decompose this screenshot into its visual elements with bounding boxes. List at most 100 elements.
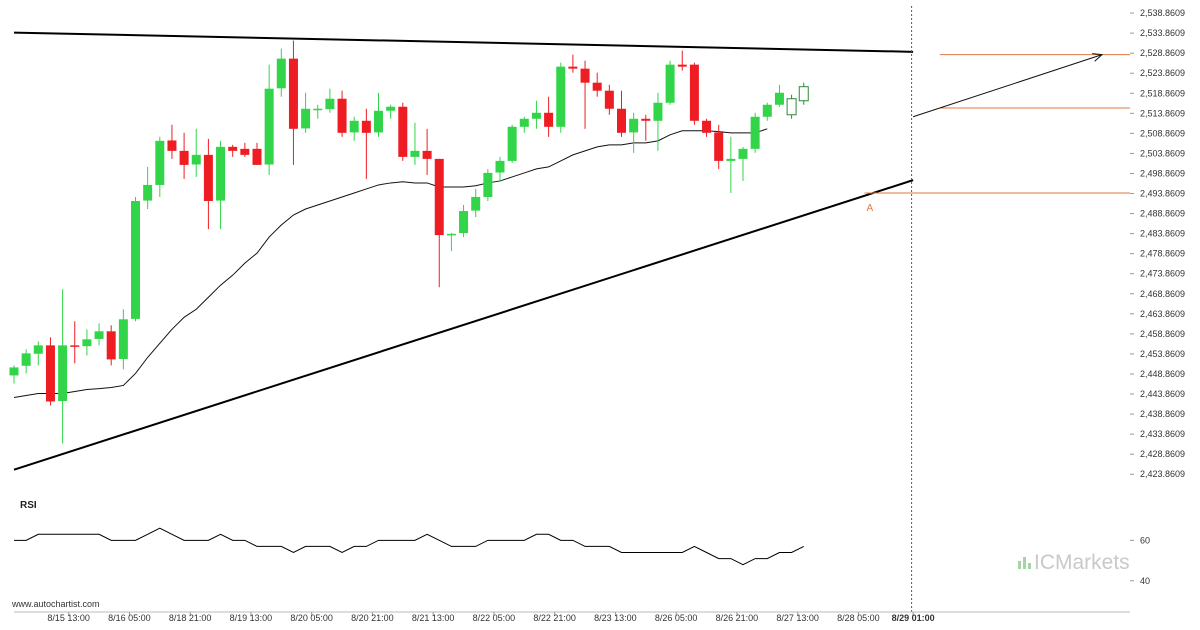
x-tick-label: 8/27 13:00 [776,613,819,623]
x-tick-label: 8/15 13:00 [47,613,90,623]
y-tick-label: 2,433.8609 [1140,429,1185,439]
candle [617,90,626,137]
x-tick-label: 8/20 21:00 [351,613,394,623]
candle [714,124,724,169]
candle [179,132,189,179]
candle-body [203,154,213,201]
x-tick-label: 8/28 05:00 [837,613,880,623]
candles [9,40,809,444]
candle [70,321,80,364]
candle-body [495,160,505,173]
candle-body [726,158,736,161]
brand-mark-bar [1018,561,1021,569]
candle-body [21,353,31,366]
candle-body [374,110,383,133]
candle-body [167,140,177,151]
candle-body [179,150,189,165]
candle [483,168,493,201]
x-tick-label: 8/18 21:00 [169,613,212,623]
candle-body [786,98,797,116]
candle [422,128,432,175]
price-levels: A [864,53,1130,214]
candle-body [580,68,590,83]
candle-body [459,211,469,234]
candle-body [155,140,165,185]
candle [677,50,687,71]
candle-body [94,331,104,339]
candle-body [276,58,286,89]
candle [398,102,408,161]
candle-body [82,339,92,347]
candle [568,54,578,73]
candle-body [641,118,651,121]
candle-body [471,196,481,211]
candle-body [629,118,639,133]
candle [762,102,772,121]
candle-body [143,184,153,201]
candle [507,124,517,163]
y-tick-label: 2,473.8609 [1140,269,1185,279]
y-tick-label: 2,428.8609 [1140,449,1185,459]
candle-body [361,120,371,133]
candle-body [45,345,55,402]
candle [580,60,590,129]
candle [519,116,529,133]
trendline [13,31,914,53]
candle-body [702,120,712,133]
rsi-tick-label: 40 [1140,576,1150,586]
candle [641,114,651,141]
candle-body [446,233,456,236]
candle-body [762,104,772,117]
brand-mark-bar [1028,563,1031,569]
candle [374,92,383,137]
candle [191,128,201,177]
y-tick-label: 2,518.8609 [1140,88,1185,98]
x-tick-label: 8/22 05:00 [473,613,516,623]
candle-body [738,148,748,159]
candle-body [665,64,675,103]
candle [167,124,177,159]
candle [410,122,420,165]
candle [349,116,359,141]
candle [495,156,505,181]
candle [228,144,238,157]
candle-body [774,92,784,105]
candle-body [604,90,614,109]
candle [689,62,699,125]
candle [592,72,602,97]
projection-arrowhead [1092,53,1104,62]
candle-body [325,98,335,110]
candle [702,118,712,137]
y-tick-label: 2,443.8609 [1140,389,1185,399]
y-tick-label: 2,533.8609 [1140,28,1185,38]
candle-body [617,108,626,133]
trendline [13,179,914,471]
candle [203,138,213,230]
candle-body [252,148,262,165]
x-tick-label: 8/26 05:00 [655,613,698,623]
y-tick-label: 2,488.8609 [1140,209,1185,219]
candle-body [677,64,687,67]
x-tick-label: 8/16 05:00 [108,613,151,623]
projection-line [912,54,1103,118]
candle [33,341,43,366]
candle [738,146,748,181]
candle [118,309,128,370]
rsi-line [14,527,804,566]
candle-body [689,64,699,121]
y-tick-label: 2,478.8609 [1140,249,1185,259]
candle [446,233,456,252]
candle [301,92,311,133]
x-tick-label: 8/26 21:00 [716,613,759,623]
candle-body [106,331,116,360]
candle [240,142,250,157]
candle [726,136,736,193]
candle [604,84,614,115]
candle [82,329,92,356]
candle [361,108,371,179]
candle [653,92,663,151]
y-tick-label: 2,438.8609 [1140,409,1185,419]
brand-logo: ICMarkets [1018,551,1130,574]
candle-body [568,66,578,69]
